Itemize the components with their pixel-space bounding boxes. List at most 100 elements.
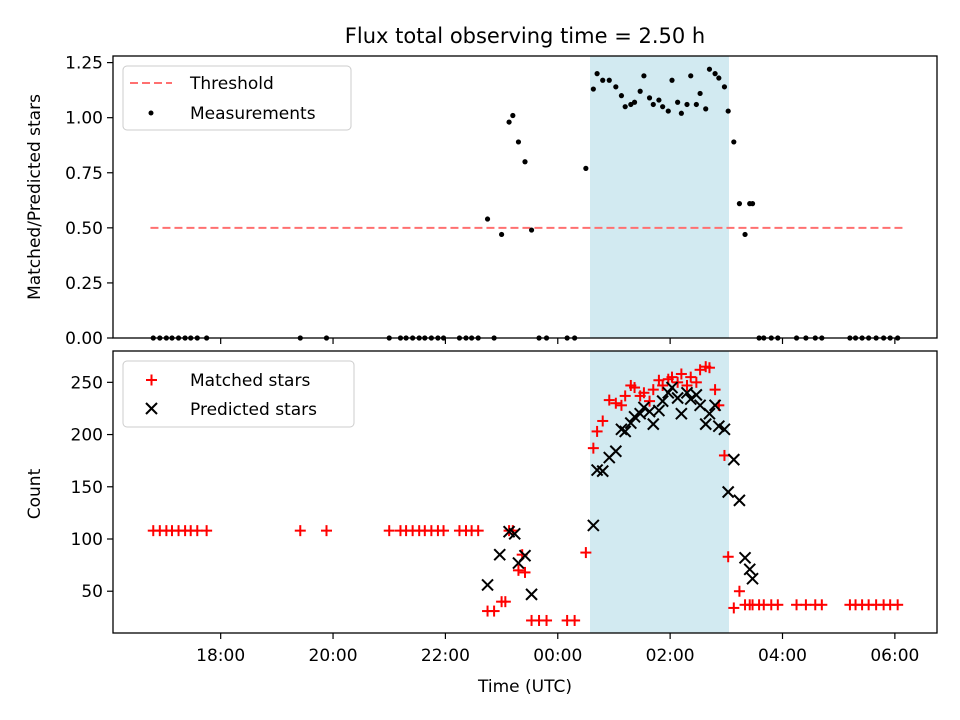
matched-star-point (603, 394, 615, 406)
bottom-x-tick-label: 20:00 (309, 646, 358, 666)
bottom-x-axis-label: Time (UTC) (477, 677, 572, 697)
bottom-x-ticks: 18:00 20:00 22:00 00:00 02:00 04:00 06:00 (196, 633, 919, 666)
predicted-star-point (633, 407, 647, 420)
bottom-highlight-span (590, 351, 729, 633)
top-highlight-span (590, 56, 729, 338)
measurement-point (631, 99, 638, 105)
matched-star-point (709, 384, 721, 396)
predicted-star-point (647, 417, 660, 431)
matched-star-point (681, 379, 693, 391)
matched-star-point (733, 585, 745, 597)
matched-star-point (685, 371, 697, 383)
measurement-point (646, 95, 653, 101)
matched-star-point (383, 525, 395, 537)
predicted-star-point (665, 381, 679, 394)
measurement-point (506, 119, 512, 125)
matched-star-point (541, 614, 553, 626)
top-axes-frame (112, 55, 938, 339)
measurement-point (594, 71, 600, 77)
matched-star-point (666, 371, 678, 383)
top-x-tick-marks (220, 338, 896, 344)
predicted-star-point (493, 548, 506, 561)
predicted-star-point (481, 578, 494, 592)
predicted-star-point (699, 417, 712, 431)
measurement-point (703, 106, 709, 112)
matched-star-point (722, 551, 734, 563)
predicted-star-point (609, 445, 623, 458)
matched-star-point (694, 364, 706, 376)
measurement-point (742, 231, 748, 238)
measurement-point (688, 73, 694, 79)
bottom-panel: 50 100 150 200 250 18:00 20:00 22:00 00:00 02:00… (25, 350, 938, 697)
measurement-point (678, 110, 684, 116)
top-y-tick-label: 0.25 (65, 274, 103, 294)
measurement-point (515, 139, 522, 145)
legend-threshold-label: Threshold (189, 74, 274, 94)
measurement-point (731, 139, 737, 145)
predicted-star-point (690, 388, 703, 402)
predicted-star-point (637, 401, 651, 414)
top-legend-box (122, 65, 352, 131)
predicted-star-point (671, 391, 684, 405)
predicted-star-point (675, 407, 688, 420)
bottom-y-tick-label: 200 (71, 426, 103, 446)
matched-star-point (718, 449, 730, 461)
predicted-star-point (712, 419, 726, 433)
predicted-star-point (684, 392, 697, 406)
top-y-tick-label: 0.50 (65, 219, 103, 239)
predicted-stars-points (481, 381, 759, 601)
legend-measurements-swatch (148, 110, 154, 116)
matched-star-point (499, 596, 511, 608)
figure-title: Flux total observing time = 2.50 h (345, 24, 705, 48)
bottom-y-tick-label: 100 (71, 530, 103, 550)
measurement-point (650, 101, 656, 108)
matched-star-point (591, 425, 603, 437)
predicted-star-point (746, 572, 759, 585)
predicted-star-point (680, 386, 694, 399)
matched-star-point (569, 614, 581, 626)
top-panel: 0.00 0.25 0.50 0.75 1.00 1.25 Matched/Predict… (25, 54, 938, 349)
legend-predicted-swatch (145, 402, 158, 415)
measurement-point (498, 231, 505, 238)
bottom-legend-box (122, 360, 355, 428)
predicted-star-point (743, 563, 756, 576)
matched-star-point (675, 368, 687, 380)
bottom-x-tick-label: 06:00 (870, 646, 919, 666)
matched-star-point (703, 362, 715, 374)
matched-star-point (772, 599, 784, 611)
measurement-point (749, 201, 756, 207)
measurement-point (637, 88, 643, 94)
predicted-star-point (628, 410, 641, 424)
measurement-point (641, 73, 647, 79)
measurement-point (684, 101, 690, 108)
top-y-ticks: 0.00 0.25 0.50 0.75 1.00 1.25 (65, 54, 113, 349)
bottom-x-tick-label: 18:00 (196, 646, 245, 666)
predicted-star-point (525, 588, 538, 601)
matched-star-point (320, 525, 332, 537)
predicted-star-point (518, 549, 532, 562)
measurement-point (656, 97, 662, 103)
measurement-point (712, 71, 718, 77)
matched-star-point (690, 376, 702, 388)
matched-star-point (294, 525, 306, 537)
bottom-y-ticks: 50 100 150 200 250 (71, 373, 113, 602)
measurement-point (675, 99, 681, 105)
measurement-point (583, 165, 589, 171)
matched-star-point (191, 525, 203, 537)
predicted-star-point (652, 404, 666, 417)
bottom-y-axis-label: Count (25, 468, 45, 519)
matched-star-point (597, 415, 609, 427)
predicted-star-point (727, 453, 741, 466)
matched-star-point (629, 382, 641, 394)
measurement-point (693, 101, 699, 108)
measurement-point (721, 84, 728, 90)
top-y-tick-label: 1.25 (65, 54, 103, 74)
legend-matched-label: Matched stars (190, 371, 310, 391)
measurement-point (522, 159, 528, 165)
matched-star-point (615, 399, 627, 411)
matched-star-point (512, 564, 524, 576)
measurement-point (736, 201, 743, 207)
measurement-point (697, 90, 703, 97)
bottom-x-tick-label: 00:00 (533, 646, 582, 666)
